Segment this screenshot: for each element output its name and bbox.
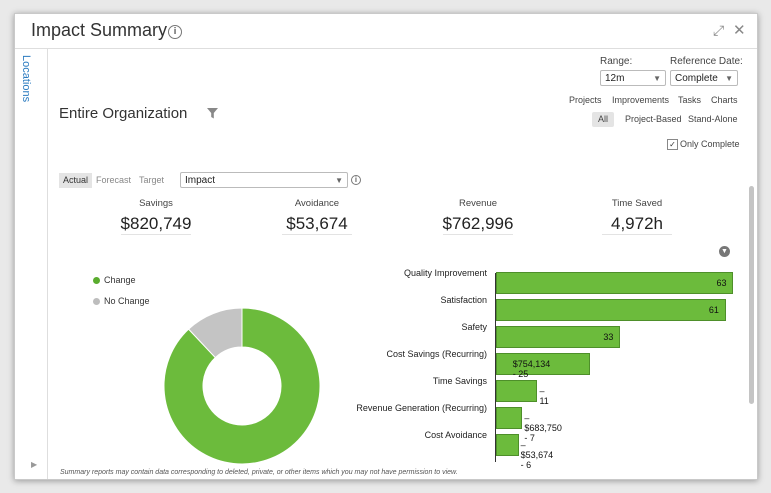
metric-value-revenue: $762,996 <box>442 214 514 233</box>
chevron-down-icon: ▼ <box>335 176 343 185</box>
impact-info-icon[interactable]: i <box>351 175 361 185</box>
metric-label-revenue: Revenue <box>458 198 498 209</box>
metric-value-avoidance: $53,674 <box>286 214 348 233</box>
vertical-scrollbar[interactable] <box>749 186 754 404</box>
chevron-down-icon: ▼ <box>725 74 733 83</box>
metric-label-savings: Savings <box>139 198 173 209</box>
impact-select[interactable]: Impact ▼ <box>180 172 348 188</box>
tab-target[interactable]: Target <box>139 175 165 185</box>
sidebar-label[interactable]: Locations <box>20 55 32 103</box>
metric-label-time-saved: Time Saved <box>611 198 663 209</box>
bar-value-label: 63 <box>716 278 727 288</box>
range-value: 12m <box>605 73 625 84</box>
impact-select-value: Impact <box>185 175 216 186</box>
bar-category-label: Time Savings <box>432 376 487 386</box>
bar-quality-improvement[interactable] <box>496 272 734 294</box>
legend-no-change-label: No Change <box>104 296 150 306</box>
donut-slice-no-change[interactable] <box>187 307 243 359</box>
bar-cost-avoidance[interactable] <box>496 434 519 456</box>
metric-divider <box>602 234 672 235</box>
donut-chart <box>164 307 321 465</box>
reference-date-label: Reference Date: <box>670 56 743 67</box>
metric-divider <box>121 234 191 235</box>
view-improvements-link[interactable]: Improvements <box>612 95 670 105</box>
bar-value-label: $754,134 - 25 <box>512 359 551 379</box>
legend-no-change-dot <box>93 298 100 305</box>
metric-value-savings: $820,749 <box>120 214 192 233</box>
expand-icon[interactable]: ⤢ <box>713 23 725 39</box>
metric-divider <box>282 234 352 235</box>
info-icon[interactable]: i <box>168 25 182 39</box>
segment-stand-alone[interactable]: Stand-Alone <box>688 114 738 124</box>
page-title: Entire Organization <box>59 105 188 122</box>
reference-date-select[interactable]: Complete ▼ <box>670 70 738 86</box>
bar-category-label: Satisfaction <box>440 295 487 305</box>
expand-arrow-icon[interactable]: ▶ <box>31 460 38 469</box>
bar-value-label: –$683,750 - 7 <box>524 413 562 443</box>
reference-date-value: Complete <box>675 73 718 84</box>
value-type-tabs: Actual Forecast Target <box>59 173 168 188</box>
bar-value-label: 61 <box>708 305 719 315</box>
view-tasks-link[interactable]: Tasks <box>678 95 702 105</box>
segment-project-based[interactable]: Project-Based <box>625 114 682 124</box>
close-icon[interactable]: ✕ <box>733 21 746 39</box>
bar-cost-savings-recurring[interactable] <box>496 353 591 375</box>
legend-change-label: Change <box>104 275 136 285</box>
bar-value-label: –$53,674 - 6 <box>520 440 554 470</box>
bar-chart-axis <box>495 273 496 462</box>
bar-time-savings[interactable] <box>496 380 538 402</box>
segment-all[interactable]: All <box>592 112 615 127</box>
range-label: Range: <box>600 56 633 67</box>
collapse-chevron-icon[interactable]: ▼ <box>719 246 730 257</box>
bar-revenue-generation-recurring[interactable] <box>496 407 523 429</box>
tab-actual[interactable]: Actual <box>59 173 93 188</box>
bar-value-label: 33 <box>603 332 614 342</box>
metric-label-avoidance: Avoidance <box>294 198 340 209</box>
locations-sidebar[interactable]: Locations ▶ <box>15 49 48 479</box>
view-charts-link[interactable]: Charts <box>711 95 738 105</box>
bar-category-label: Safety <box>461 322 487 332</box>
only-complete-label[interactable]: Only Complete <box>680 139 740 149</box>
tab-forecast[interactable]: Forecast <box>96 175 132 185</box>
metric-value-time-saved: 4,972h <box>611 214 663 233</box>
main-content: Range: 12m ▼ Reference Date: Complete ▼ … <box>48 49 757 479</box>
bar-category-label: Cost Savings (Recurring) <box>386 349 487 359</box>
donut-slice-change[interactable] <box>164 307 321 465</box>
bar-category-label: Quality Improvement <box>403 268 487 278</box>
window-title: Impact Summary <box>31 20 168 40</box>
bar-safety[interactable] <box>496 326 621 348</box>
metric-divider <box>443 234 513 235</box>
bar-category-label: Cost Avoidance <box>424 430 487 440</box>
filter-icon[interactable] <box>207 108 218 119</box>
title-bar: Impact Summary i ⤢ ✕ <box>15 14 757 49</box>
impact-summary-window: Impact Summary i ⤢ ✕ Locations ▶ Range: … <box>14 13 758 480</box>
bar-satisfaction[interactable] <box>496 299 726 321</box>
bar-category-label: Revenue Generation (Recurring) <box>356 403 487 413</box>
legend-change-dot <box>93 277 100 284</box>
only-complete-checkbox[interactable]: ✓ <box>667 139 678 150</box>
chevron-down-icon: ▼ <box>653 74 661 83</box>
view-projects-link[interactable]: Projects <box>569 95 602 105</box>
bar-value-label: –11 <box>539 386 549 406</box>
range-select[interactable]: 12m ▼ <box>600 70 666 86</box>
footer-note: Summary reports may contain data corresp… <box>60 469 458 476</box>
